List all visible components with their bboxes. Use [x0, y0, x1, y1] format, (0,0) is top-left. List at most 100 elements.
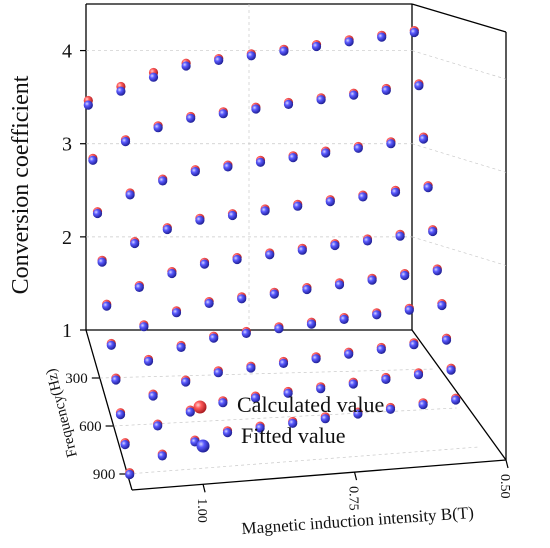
- fitted-point: [409, 340, 419, 350]
- b-tick-labels: 1.00 0.75 0.50: [194, 474, 512, 523]
- fitted-point: [279, 46, 289, 56]
- fitted-point: [437, 300, 447, 311]
- fitted-point: [209, 333, 219, 343]
- fitted-point: [381, 374, 391, 384]
- fitted-point: [97, 257, 107, 267]
- data-points: [83, 26, 461, 480]
- fitted-point: [288, 153, 298, 163]
- b-tick-label: 0.75: [346, 486, 361, 511]
- fitted-point: [302, 284, 312, 295]
- b-tick: [353, 472, 358, 481]
- fitted-point: [167, 268, 177, 279]
- fitted-point: [269, 289, 279, 299]
- frequency-tick-label: 300: [65, 371, 88, 387]
- fitted-point: [213, 368, 223, 378]
- fitted-point: [250, 393, 261, 403]
- fitted-point: [297, 245, 307, 255]
- fitted-point: [246, 363, 256, 373]
- fitted-point: [157, 451, 167, 461]
- fitted-point: [344, 349, 354, 359]
- fitted-point: [321, 148, 331, 158]
- fitted-point: [400, 270, 410, 281]
- fitted-point: [330, 240, 340, 251]
- fitted-point: [414, 81, 424, 91]
- fitted-point: [274, 324, 284, 334]
- fitted-point: [255, 157, 266, 167]
- fitted-point: [316, 384, 326, 394]
- fitted-point: [418, 134, 429, 144]
- fitted-point: [148, 391, 158, 401]
- fitted-point: [320, 414, 330, 424]
- legend-label-calculated: Calculated value: [237, 392, 384, 417]
- fitted-point: [190, 167, 200, 177]
- fitted-point: [353, 143, 363, 153]
- fitted-point: [162, 224, 172, 235]
- fitted-point: [199, 259, 210, 269]
- fitted-point: [120, 440, 130, 450]
- fitted-point: [413, 370, 424, 380]
- fitted-point: [306, 319, 317, 329]
- legend-marker-fitted: [196, 439, 210, 453]
- fitted-point: [218, 109, 228, 119]
- fitted-point: [111, 375, 121, 385]
- gridline-f-900: [127, 446, 479, 475]
- fitted-point: [311, 41, 322, 52]
- frequency-tick-label: 900: [93, 467, 116, 483]
- fitted-point: [255, 423, 265, 433]
- fitted-point: [283, 99, 294, 109]
- fitted-point: [381, 85, 391, 95]
- b-tick-label: 1.00: [194, 498, 209, 523]
- fitted-point: [344, 37, 354, 47]
- fitted-point: [311, 354, 321, 364]
- legend-marker-calculated: [193, 400, 207, 414]
- fitted-point: [241, 328, 251, 338]
- fitted-point: [120, 137, 131, 147]
- z-tick-label: 1: [62, 320, 72, 342]
- fitted-point: [214, 55, 224, 65]
- fitted-point: [367, 275, 377, 285]
- fitted-point: [348, 379, 358, 389]
- fitted-point: [125, 190, 135, 200]
- fitted-point: [377, 32, 387, 42]
- fitted-point: [158, 176, 168, 186]
- fitted-point: [246, 51, 256, 61]
- frequency-tick-label: 600: [79, 419, 102, 435]
- fitted-point: [358, 192, 368, 202]
- gridline-wall-z-4: [411, 50, 507, 80]
- fitted-point: [385, 404, 396, 414]
- fitted-point: [404, 305, 414, 315]
- fitted-point: [195, 215, 205, 225]
- fitted-point: [339, 314, 349, 324]
- fitted-point: [283, 388, 293, 398]
- fitted-point: [293, 201, 303, 211]
- z-axis-title: Conversion coefficient: [8, 75, 34, 294]
- fitted-point: [251, 104, 261, 114]
- fitted-point: [222, 428, 233, 438]
- fitted-point: [125, 469, 135, 480]
- fitted-point: [227, 210, 238, 221]
- fitted-point: [395, 231, 405, 241]
- fitted-point: [83, 100, 93, 110]
- fitted-point: [92, 208, 103, 219]
- fitted-point: [441, 335, 452, 345]
- fitted-point: [139, 322, 149, 332]
- gridline-wall-z-3: [411, 143, 507, 173]
- fitted-point: [409, 27, 419, 38]
- fitted-point: [418, 400, 428, 410]
- gridline-f-300: [99, 368, 435, 379]
- b-tick-label: 0.50: [497, 474, 512, 499]
- fitted-point: [106, 340, 116, 350]
- gridline-wall-z-2: [411, 236, 507, 266]
- z-tick-label: 4: [62, 41, 72, 63]
- fitted-point: [116, 86, 126, 96]
- fitted-point: [265, 250, 275, 260]
- z-tick-label: 3: [62, 134, 72, 156]
- fitted-point: [372, 310, 382, 320]
- legend-label-fitted: Fitted value: [241, 423, 345, 448]
- z-tick-label: 2: [62, 227, 72, 249]
- fitted-point: [134, 282, 144, 292]
- fitted-point: [88, 155, 98, 165]
- fitted-point: [237, 294, 247, 304]
- fitted-point: [325, 197, 335, 207]
